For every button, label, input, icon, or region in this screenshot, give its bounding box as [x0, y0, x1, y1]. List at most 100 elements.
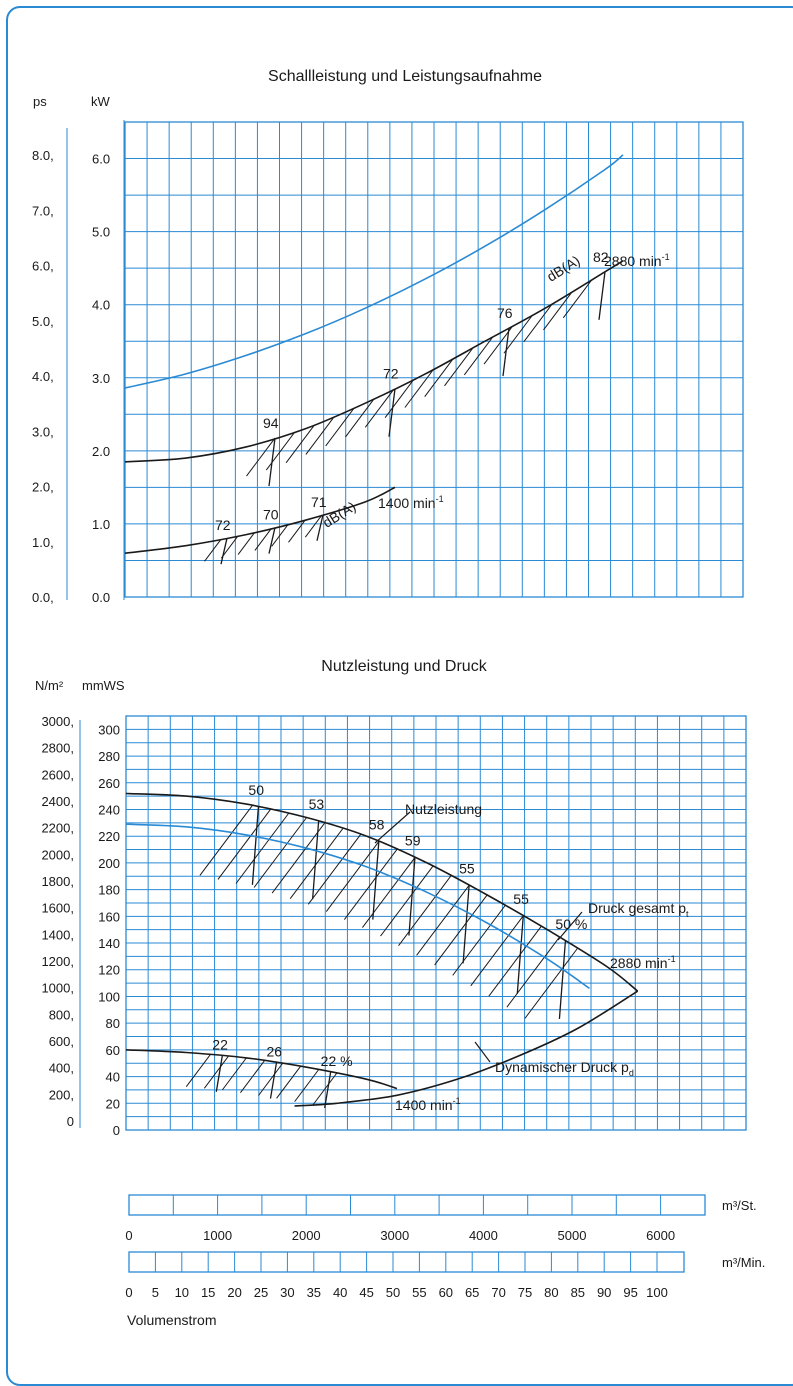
chart1-hatch-2880: [404, 369, 434, 408]
chart2-hatch-2880: [343, 849, 398, 920]
scale-m3-st-label: 3000: [380, 1228, 409, 1243]
chart2-eff-label: 53: [309, 796, 325, 812]
chart2-y-outer-tick: 1200,: [41, 954, 74, 969]
scale-m3-min-label: 30: [280, 1285, 294, 1300]
scale-m3-st-bar: [128, 1194, 706, 1216]
chart2-y-outer-tick: 3000,: [41, 714, 74, 729]
chart1-y-inner-tick: 1.0: [92, 517, 110, 532]
scale-m3-st-label: 1000: [203, 1228, 232, 1243]
chart2-y-inner-tick: 140: [98, 936, 120, 951]
chart2-y-outer-tick: 2000,: [41, 847, 74, 862]
chart2-y-inner-tick: 100: [98, 989, 120, 1004]
chart2-hatch-1400: [221, 1057, 247, 1091]
chart2-y-inner-tick: 280: [98, 749, 120, 764]
chart2-title: Nutzleistung und Druck: [321, 658, 487, 675]
chart2-rpm-bottom: 1400 min-1: [395, 1096, 461, 1113]
chart1-hatch-2880: [543, 291, 573, 331]
chart1-hatch-1400: [204, 538, 222, 562]
chart2-eff-label: 22: [212, 1037, 228, 1053]
chart2-druck-gesamt-label: Druck gesamt pt: [588, 900, 689, 919]
chart2-hatch-1400: [185, 1054, 211, 1087]
chart2-y-inner-tick: 80: [106, 1016, 120, 1031]
scale-m3-st-label: 5000: [558, 1228, 587, 1243]
chart2-hatch-1400: [312, 1072, 338, 1106]
chart1-y-inner-tick: 6.0: [92, 152, 110, 167]
scale-m3-min-label: 80: [544, 1285, 558, 1300]
dynamischer-leader: [474, 1041, 491, 1063]
chart1-hatch-1400: [288, 519, 306, 543]
chart1-hatch-2880: [444, 347, 474, 387]
chart2-series-line-1: [125, 823, 590, 990]
chart1-series-line-0: [124, 154, 624, 389]
chart2-dynamischer-label: Dynamischer Druck pd: [495, 1059, 634, 1078]
chart2-hatch-2880: [506, 936, 560, 1008]
chart2-y-inner-tick: 260: [98, 776, 120, 791]
chart2-hatch-2880: [199, 805, 253, 876]
chart1-hatching: [204, 271, 606, 565]
chart2-eff-boundary: [372, 841, 380, 920]
chart2-eff-label: 26: [266, 1044, 282, 1060]
scale-m3-min-label: 75: [518, 1285, 532, 1300]
scale-m3-min-label: 15: [201, 1285, 215, 1300]
scale-m3-min-bar: [128, 1251, 685, 1273]
chart2-eff-label: 50: [248, 782, 264, 798]
chart1-level-boundary: [220, 538, 228, 565]
chart2-ticks: 3002802602402202001801601401201008060402…: [41, 714, 120, 1138]
scale-m3-min-label: 70: [491, 1285, 505, 1300]
chart1-series-line-2: [124, 486, 396, 554]
chart1-hatch-1400: [254, 528, 272, 551]
scale-m3-min-label: 35: [307, 1285, 321, 1300]
scale-m3-min-label: 55: [412, 1285, 426, 1300]
chart1-hatch-2880: [364, 389, 395, 428]
chart1-y-outer-tick: 2.0,: [32, 480, 54, 495]
chart2-hatch-2880: [235, 813, 289, 884]
chart2-series-line-0: [125, 792, 639, 992]
chart2-eff-label: 59: [405, 833, 421, 849]
chart2-hatch-2880: [271, 822, 326, 894]
chart2-rpm-top: 2880 min-1: [610, 954, 676, 971]
scale-m3-st-label: 6000: [646, 1228, 675, 1243]
chart2-y-outer-tick: 1400,: [41, 927, 74, 942]
chart2-eff-label: 55: [459, 860, 475, 876]
chart1-hatch-2880: [305, 416, 335, 455]
chart2-y-outer-tick: 2200,: [41, 821, 74, 836]
chart1-y-outer-tick: 1.0,: [32, 535, 54, 550]
chart2-hatch-1400: [240, 1060, 265, 1093]
chart2-y-inner-tick: 60: [106, 1043, 120, 1058]
chart2-y-inner-tick: 40: [106, 1070, 120, 1085]
chart2-y-outer-label: N/m²: [35, 678, 64, 693]
chart1-y-outer-tick: 4.0,: [32, 369, 54, 384]
chart2-eff-boundary: [462, 885, 470, 964]
chart2-y-outer-tick: 1000,: [41, 981, 74, 996]
scale-m3-min-label: 95: [623, 1285, 637, 1300]
chart1-series-line-1: [124, 260, 624, 463]
chart1-hatch-2880: [345, 398, 375, 438]
chart2-hatch-2880: [362, 857, 416, 928]
chart1-level-boundary: [268, 437, 276, 487]
chart1-y-outer-tick: 5.0,: [32, 314, 54, 329]
chart1-y-inner-label: kW: [91, 94, 111, 109]
chart1-labels: 94 72 76 82 72 70 71: [215, 249, 609, 533]
scale-m3-st-label: 2000: [292, 1228, 321, 1243]
chart2-y-outer-tick: 2400,: [41, 794, 74, 809]
chart2-y-inner-tick: 0: [113, 1123, 120, 1138]
chart2-y-inner-tick: 180: [98, 883, 120, 898]
chart2-y-inner-tick: 20: [106, 1096, 120, 1111]
chart1-level-boundary: [502, 327, 510, 377]
scale-m3-min-label: 0: [125, 1285, 132, 1300]
chart2-hatch-2880: [289, 828, 344, 900]
chart2-eff-boundary: [558, 940, 567, 1019]
chart2-y-inner-label: mmWS: [82, 678, 125, 693]
chart2-y-inner-tick: 200: [98, 856, 120, 871]
chart2-y-outer-tick: 2800,: [41, 741, 74, 756]
chart1-rpm-top: 2880 min-1: [604, 252, 670, 269]
chart2-y-outer-tick: 2600,: [41, 767, 74, 782]
chart2-eff-boundary: [251, 806, 260, 885]
chart2-series-line-2: [294, 990, 639, 1107]
chart2-y-outer-tick: 1800,: [41, 874, 74, 889]
chart2-y-outer-tick: 0: [67, 1114, 74, 1129]
chart2-curves: [125, 792, 639, 1107]
chart1-dba-top: dB(A): [544, 252, 583, 285]
chart1-y-outer-tick: 0.0,: [32, 590, 54, 605]
